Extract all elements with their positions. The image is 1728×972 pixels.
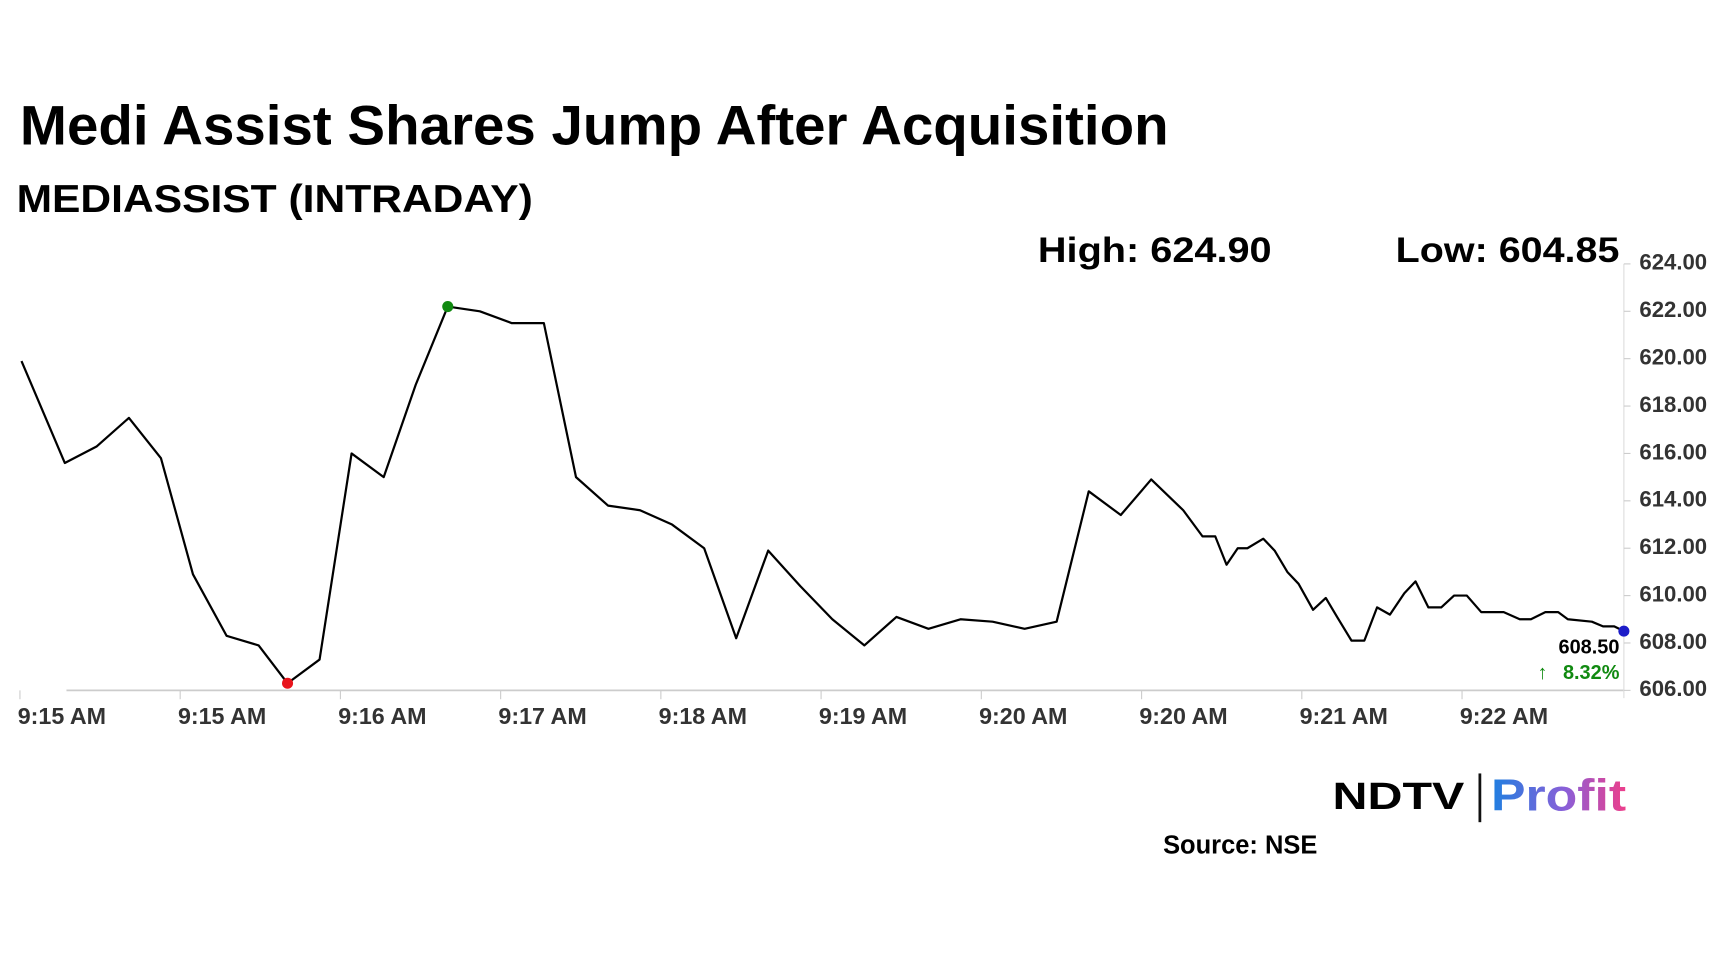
y-tick-label: 618.00: [1639, 392, 1707, 417]
y-tick-label: 616.00: [1639, 439, 1707, 464]
x-tick-label: 9:20 AM: [979, 703, 1067, 729]
price-line: [20, 305, 1625, 685]
x-tick-label: 9:15 AM: [178, 703, 266, 729]
point-marker: [442, 301, 454, 313]
x-tick-label: 9:16 AM: [338, 703, 426, 729]
high-annotation: High: 624.90: [1038, 230, 1272, 270]
chart-subtitle: MEDIASSIST (INTRADAY): [17, 178, 533, 221]
y-tick-label: 620.00: [1639, 345, 1707, 370]
y-tick-label: 612.00: [1639, 534, 1707, 559]
x-tick-label: 9:17 AM: [498, 703, 586, 729]
chart-title: Medi Assist Shares Jump After Acquisitio…: [20, 95, 1169, 157]
y-tick-label: 610.00: [1639, 581, 1707, 606]
source: Source: NSE: [1163, 831, 1317, 859]
x-tick-label: 9:20 AM: [1139, 703, 1227, 729]
point-marker: [1618, 625, 1630, 637]
logo-profit: Profit: [1491, 772, 1626, 821]
change-arrow: ↑: [1537, 662, 1547, 684]
y-tick-label: 622.00: [1639, 297, 1707, 322]
y-tick-label: 624.00: [1639, 250, 1707, 275]
y-tick-label: 606.00: [1639, 676, 1707, 701]
end-value-label: 608.50: [1559, 637, 1620, 659]
x-tick-label: 9:21 AM: [1300, 703, 1388, 729]
y-tick-label: 614.00: [1639, 487, 1707, 512]
low-annotation: Low: 604.85: [1396, 230, 1620, 270]
x-tick-label: 9:19 AM: [819, 703, 907, 729]
change-label: 8.32%: [1563, 662, 1620, 684]
logo-ndtv: NDTV: [1333, 775, 1465, 817]
y-tick-label: 608.00: [1639, 629, 1707, 654]
x-tick-label: 9:18 AM: [659, 703, 747, 729]
x-tick-label: 9:22 AM: [1460, 703, 1548, 729]
point-marker: [281, 677, 294, 689]
x-tick-label: 9:15 AM: [18, 703, 106, 729]
